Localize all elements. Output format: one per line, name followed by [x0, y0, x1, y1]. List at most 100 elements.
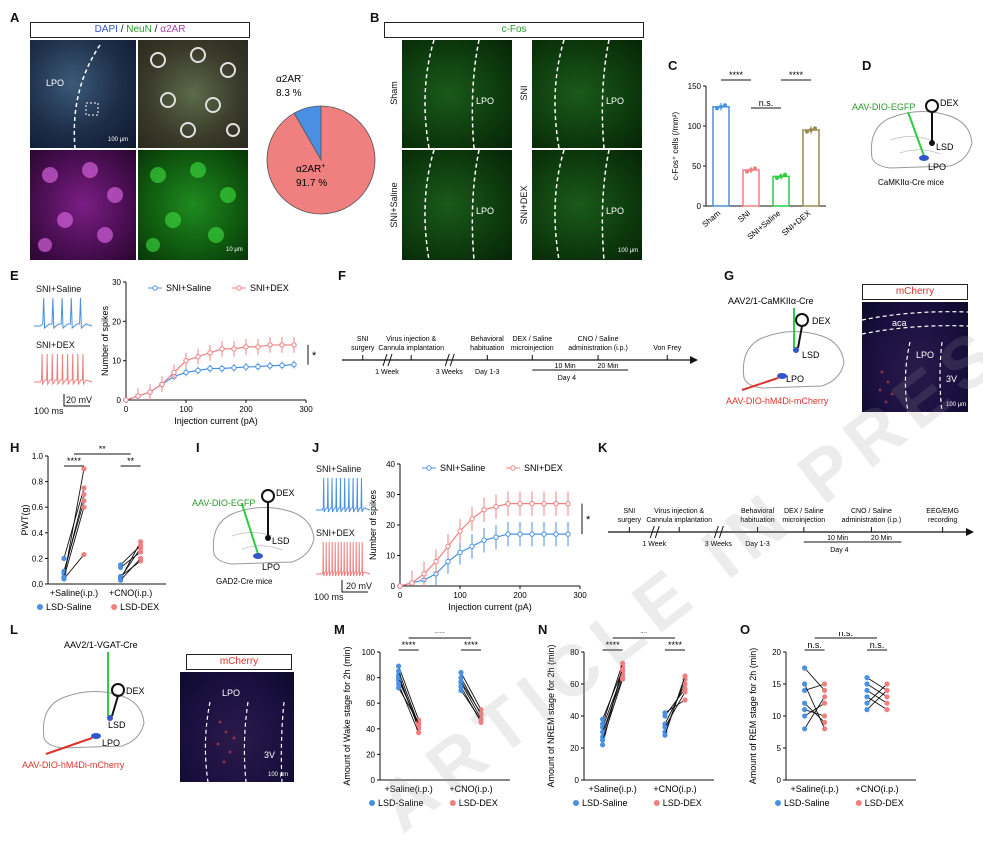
data-point-saline	[802, 713, 808, 719]
y-axis-label: c-Fos⁺ cells (/mm²)	[671, 112, 680, 181]
x-tick-label: 0	[124, 405, 129, 414]
data-point-saline	[662, 732, 668, 738]
data-point	[469, 516, 475, 522]
pie-slice-1	[266, 105, 376, 215]
data-point-dex	[822, 726, 828, 732]
x-tick-label: +Saline(i.p.)	[790, 784, 838, 794]
data-point-dex	[682, 673, 688, 679]
micrograph-cfos-sni: LPO	[514, 40, 642, 148]
timeline-event-label: recording	[928, 517, 957, 524]
timeline-event-label: surgery	[351, 345, 375, 352]
y-tick-label: 0.8	[32, 478, 44, 487]
pair-line	[120, 558, 141, 581]
panel-letter-e: E	[10, 268, 19, 283]
region-label: LPO	[222, 688, 241, 698]
timeline-period-label: 1 Week	[642, 541, 666, 548]
legend-marker	[510, 465, 516, 471]
timeline-event-label: DEX / Saline	[512, 336, 552, 343]
pair-line	[460, 681, 482, 714]
bar	[742, 169, 760, 207]
lsd-label: LSD	[272, 536, 290, 546]
pair-line	[398, 665, 420, 720]
pair-line	[120, 547, 141, 578]
y-axis-label: Amount of REM stage for 2h (min)	[748, 648, 758, 785]
micrograph-cfos-sni-dex: LPO 100 μm	[514, 150, 642, 260]
pair-line	[664, 691, 686, 728]
trace-dex	[316, 541, 371, 577]
data-point-dex	[81, 498, 87, 504]
data-point	[715, 106, 719, 111]
pair-line	[120, 551, 141, 568]
data-point	[775, 176, 779, 180]
timeline-period-label: Day 1-3	[745, 541, 770, 548]
pair-line	[602, 669, 624, 720]
data-point-saline	[458, 669, 464, 676]
data-point	[267, 363, 273, 369]
region-label: LPO	[46, 78, 65, 88]
data-point	[243, 364, 249, 370]
group-label-sni: SNI	[514, 40, 532, 148]
data-point-dex	[884, 694, 890, 700]
brain-schematic-i: AAV-DIO-EGFP DEX LSD LPO GAD2-Cre mice	[192, 488, 315, 586]
panel-a-header: DAPI / NeuN / α2AR	[30, 22, 250, 38]
data-point-saline	[802, 707, 808, 713]
panel-letter-i: I	[196, 440, 200, 455]
pair-line	[602, 674, 624, 728]
data-point-dex	[81, 551, 87, 558]
data-point-dex	[478, 710, 484, 717]
panel-letter-c: C	[668, 58, 678, 73]
bar	[712, 106, 730, 207]
data-point	[255, 344, 261, 350]
sig-label: **	[127, 456, 135, 466]
pie-neg-value: 8.3 %	[276, 88, 302, 99]
panel-letter-j: J	[312, 440, 320, 455]
data-point-saline	[802, 665, 808, 671]
pair-line	[664, 675, 686, 736]
data-point-dex	[416, 730, 422, 736]
y-tick-label: 0	[777, 776, 782, 785]
data-point	[183, 369, 189, 376]
x-tick-label: 200	[513, 591, 527, 600]
data-point	[809, 128, 813, 132]
group-label-sni-dex: SNI+DEX	[514, 150, 532, 260]
y-tick-label: 30	[112, 278, 121, 287]
drug-label: DEX	[126, 686, 145, 696]
data-point-saline	[396, 668, 402, 674]
data-point-dex	[884, 687, 890, 693]
scale-mv-label: 20 mV	[66, 395, 93, 405]
data-point-dex	[81, 485, 87, 491]
pair-line	[804, 683, 826, 729]
trace-saline	[34, 297, 93, 330]
y-tick-label: 40	[366, 725, 375, 734]
legend-marker	[111, 604, 118, 610]
pair-line	[804, 702, 825, 717]
pair-line	[63, 507, 85, 578]
timeline-event-label: habituation	[470, 345, 504, 352]
y-tick-label: 10	[386, 552, 395, 561]
drug-label: DEX	[940, 98, 959, 108]
virus-label: AAV-DIO-EGFP	[192, 498, 255, 508]
data-point	[779, 174, 783, 179]
timeline-event-label: surgery	[618, 517, 642, 524]
micrograph-cfos-sni-saline: LPO	[384, 150, 512, 260]
lpo-label: LPO	[262, 562, 280, 572]
y-tick-label: 0.6	[32, 503, 44, 512]
data-point	[243, 344, 249, 350]
pie-pos-label: α2AR+	[296, 163, 325, 175]
data-point-saline	[458, 683, 464, 690]
y-tick-label: 0	[117, 396, 122, 405]
data-point	[565, 500, 571, 507]
pair-line	[63, 554, 85, 580]
lpo-label: LPO	[786, 374, 804, 384]
brain-schematic-d: AAV-DIO-EGFP DEX LSD LPO CaMKIIα-Cre mic…	[852, 98, 973, 187]
data-point	[493, 534, 499, 540]
pair-line	[664, 688, 686, 717]
y-tick-label: 0	[391, 582, 396, 591]
data-point	[219, 346, 225, 352]
data-point	[123, 397, 129, 403]
pair-line	[664, 683, 686, 725]
timeline-period-label: Day 4	[830, 547, 848, 554]
data-point	[409, 580, 415, 586]
